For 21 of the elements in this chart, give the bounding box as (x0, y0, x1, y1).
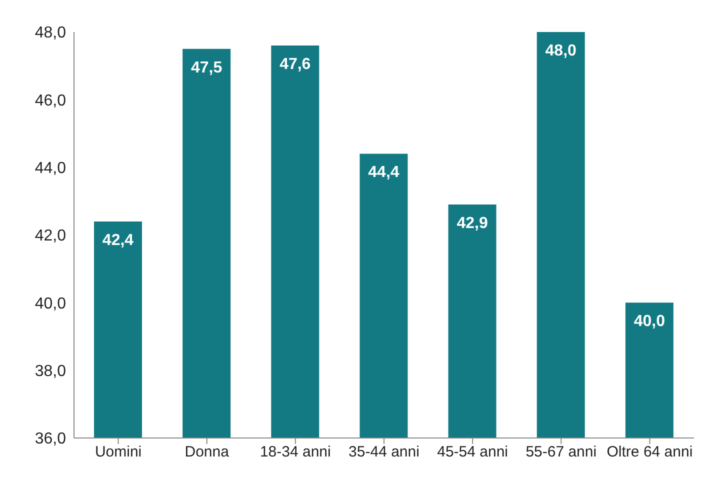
data-label: 42,9 (456, 214, 488, 232)
data-label: 42,4 (102, 232, 134, 249)
y-tick-label: 42,0 (34, 228, 66, 245)
data-label: 47,5 (191, 59, 222, 76)
x-tick-label: 45-54 anni (437, 444, 508, 461)
x-tick-label: Donna (184, 444, 230, 461)
x-tick-label: 55-67 anni (526, 444, 597, 461)
data-label: 40,0 (634, 313, 666, 330)
y-tick-label: 44,0 (34, 160, 66, 178)
x-tick-label: 35-44 anni (348, 444, 420, 461)
data-label: 44,4 (368, 164, 400, 182)
y-tick-label: 48,0 (34, 24, 66, 42)
y-tick-label: 46,0 (34, 92, 66, 110)
x-tick-label: 18-34 anni (260, 444, 331, 461)
y-tick-label: 36,0 (34, 430, 66, 448)
x-tick-label: Oltre 64 anni (606, 444, 693, 461)
y-tick-label: 38,0 (34, 363, 66, 380)
y-tick-label: 40,0 (34, 295, 66, 312)
data-label: 48,0 (545, 42, 577, 60)
data-label: 47,6 (280, 56, 311, 73)
x-tick-label: Uomini (94, 444, 142, 461)
